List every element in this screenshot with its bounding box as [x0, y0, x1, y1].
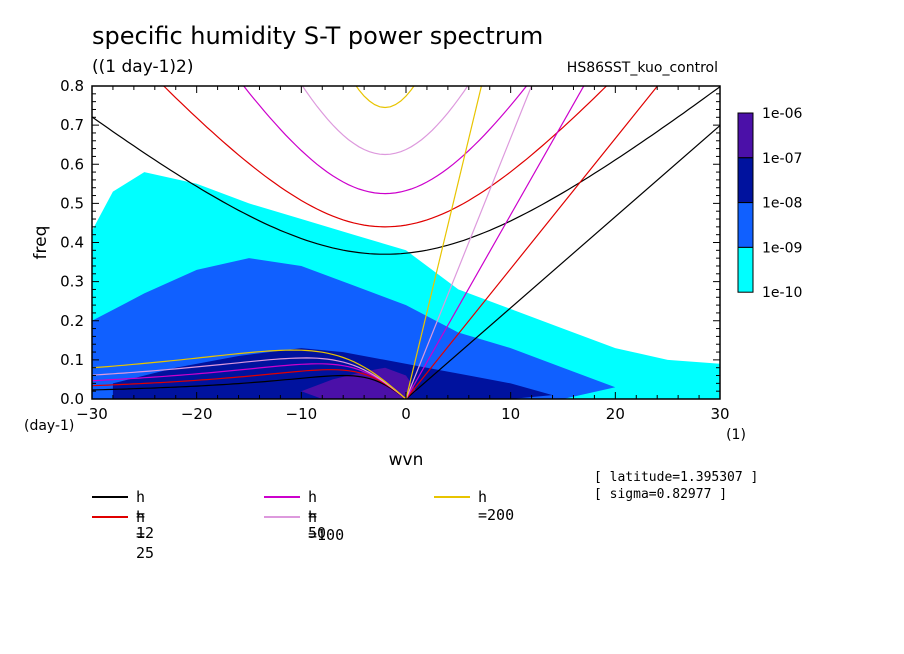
y-tick-label: 0.6 [60, 155, 84, 173]
x-tick-label: −20 [181, 405, 213, 423]
legend-swatch [264, 496, 300, 498]
ig-curve-h25 [162, 86, 608, 228]
contour-region-1e-07 [301, 367, 417, 399]
kelvin-line-h100 [405, 86, 533, 399]
y-axis-label: freq [31, 226, 51, 260]
x-tick-label: −10 [286, 405, 318, 423]
colorbar-swatch [737, 246, 754, 293]
colorbar-label: 1e-08 [762, 196, 802, 212]
legend-label: h =200 [478, 488, 515, 524]
y-tick-label: 0.1 [60, 351, 84, 369]
y-tick-label: 0.7 [60, 116, 84, 134]
run-name: HS86SST_kuo_control [566, 60, 718, 76]
legend-label: h =100 [308, 508, 345, 544]
legend-label: h = 25 [136, 508, 155, 562]
y-tick-label: 0.5 [60, 194, 84, 212]
rossby-curve-h12 [92, 374, 407, 399]
latitude-annotation: [ latitude=1.395307 ] [594, 470, 759, 485]
ig-curve-h100 [301, 86, 469, 156]
y-tick-label: 0.0 [60, 390, 84, 408]
y-unit-label: (day-1) [24, 418, 74, 434]
colorbar-swatch [737, 202, 754, 248]
y-tick-label: 0.2 [60, 312, 84, 330]
rossby-curve-h200 [92, 349, 407, 399]
y-tick-label: 0.4 [60, 234, 84, 252]
x-tick-label: 10 [501, 405, 520, 423]
colorbar-label: 1e-09 [762, 240, 802, 256]
colorbar-label: 1e-10 [762, 285, 802, 301]
rossby-curve-h100 [92, 357, 407, 399]
contour-region-1e-08 [112, 348, 553, 399]
kelvin-line-h200 [405, 86, 483, 399]
colorbar-label: 1e-07 [762, 151, 802, 167]
rossby-curve-h25 [92, 369, 407, 399]
kelvin-line-h12 [405, 125, 720, 399]
spectrum-contours [92, 172, 720, 399]
x-tick-label: −30 [76, 405, 108, 423]
y-tick-label: 0.3 [60, 273, 84, 291]
y-tick-label: 0.8 [60, 77, 84, 95]
ig-curve-h50 [242, 86, 528, 195]
colorbar-swatch [737, 157, 754, 204]
axes: −30 −20 −10 0 10 20 30 0.0 0.1 0.2 0.3 0.4 0.5 0.6 0.7… [24, 77, 746, 470]
legend-label: h = 50 [308, 488, 327, 542]
x-tick-label: 0 [401, 405, 411, 423]
rossby-curve-h50 [92, 363, 407, 399]
colorbar-swatch [737, 112, 754, 159]
legend-swatch [264, 516, 300, 518]
colorbar-label: 1e-06 [762, 106, 802, 122]
legend-swatch [92, 516, 128, 518]
kelvin-line-h50 [405, 86, 585, 399]
ig-curve-h12 [92, 86, 720, 255]
legend-swatch [92, 496, 128, 498]
legend-label: h = 12 [136, 488, 155, 542]
ig-curve-h200 [355, 86, 415, 109]
colorbar: 1e-06 1e-07 1e-08 1e-09 1e-10 [737, 106, 802, 301]
x-tick-label: 20 [606, 405, 625, 423]
x-tick-label: 30 [710, 405, 729, 423]
chart-title: specific humidity S-T power spectrum [92, 22, 544, 50]
kelvin-line-h25 [405, 86, 659, 399]
legend-swatch [434, 496, 470, 498]
x-axis-label: wvn [389, 450, 424, 470]
sigma-annotation: [ sigma=0.82977 ] [594, 487, 728, 502]
chart-subtitle: ((1 day-1)2) [92, 57, 194, 77]
x-unit-label: (1) [726, 427, 746, 443]
dispersion-curves [92, 86, 720, 399]
